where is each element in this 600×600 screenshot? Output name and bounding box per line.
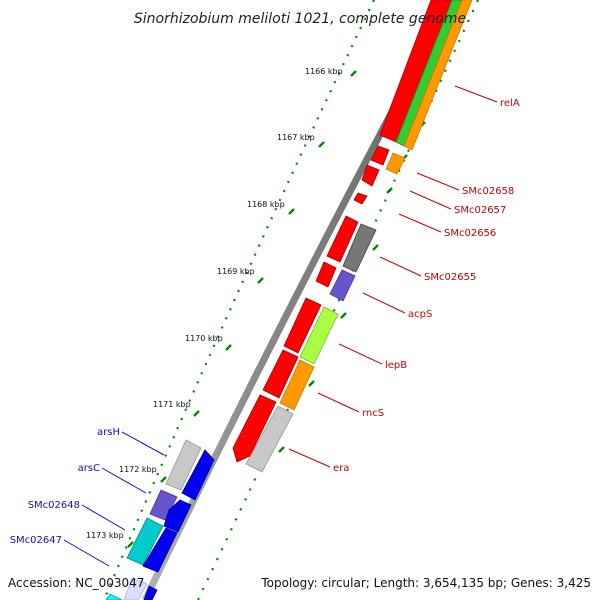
scale-ticks <box>127 70 357 548</box>
gene-rncS[interactable] <box>262 349 299 399</box>
left-gene-labels: arsH arsC SMc02648 SMc02647 <box>10 427 120 546</box>
gene-SMc02657[interactable] <box>361 164 380 187</box>
scale-labels: 1166 kbp 1167 kbp 1168 kbp 1169 kbp 1170… <box>86 67 343 540</box>
gene-SMc02658[interactable] <box>370 145 390 166</box>
reverse-genes <box>105 439 215 600</box>
gene-arsH[interactable] <box>181 449 215 501</box>
gene-rncS-orange[interactable] <box>279 359 315 411</box>
gene-era[interactable] <box>232 394 277 463</box>
scale-dotted-line <box>102 0 375 600</box>
gene-relA-orange[interactable] <box>403 0 473 151</box>
left-leader-lines <box>63 431 165 567</box>
inner-ticks <box>278 121 426 453</box>
right-leader-lines <box>288 85 498 468</box>
gene-SMc02655-dark[interactable] <box>342 223 377 273</box>
scale-label: 1169 kbp <box>217 267 255 276</box>
gene-label-arsC[interactable]: arsC <box>78 463 100 474</box>
gene-SMc02648[interactable] <box>142 527 178 573</box>
gene-lepB[interactable] <box>283 297 322 354</box>
gene-label-rncS[interactable]: rncS <box>362 408 384 419</box>
gene-SMc02647-cyan[interactable] <box>105 593 123 600</box>
gene-SMc02647[interactable] <box>143 585 158 600</box>
gene-SMc02648-cyan[interactable] <box>126 517 164 566</box>
forward-genes <box>232 0 473 473</box>
inner-dotted-line <box>197 0 479 600</box>
scale-label: 1172 kbp <box>119 465 157 474</box>
gene-label-SMc02647[interactable]: SMc02647 <box>10 535 62 546</box>
gene-arsH-gray[interactable] <box>165 439 202 491</box>
gene-label-relA[interactable]: relA <box>500 98 520 109</box>
accession-text: Accession: NC_003047 <box>8 576 144 590</box>
gene-label-arsH[interactable]: arsH <box>97 427 120 438</box>
scale-label: 1171 kbp <box>153 400 191 409</box>
gene-acpS[interactable] <box>315 261 337 288</box>
gene-SMc02656[interactable] <box>353 192 368 205</box>
gene-label-SMc02658[interactable]: SMc02658 <box>462 186 514 197</box>
map-title: Sinorhizobium meliloti 1021, complete ge… <box>134 11 466 27</box>
gene-label-lepB[interactable]: lepB <box>385 360 407 371</box>
topology-text: Topology: circular; Length: 3,654,135 bp… <box>260 576 591 590</box>
right-gene-labels: relA SMc02658 SMc02657 SMc02656 SMc02655… <box>333 98 520 474</box>
gene-SMc02647-light[interactable] <box>123 577 148 600</box>
gene-SMc02658-orange[interactable] <box>385 152 406 175</box>
gene-acpS-purple[interactable] <box>329 269 356 302</box>
scale-label: 1167 kbp <box>277 133 315 142</box>
gene-label-SMc02648[interactable]: SMc02648 <box>28 500 80 511</box>
gene-arsC[interactable] <box>163 499 192 533</box>
gene-label-acpS[interactable]: acpS <box>408 309 432 320</box>
gene-lepB-lime[interactable] <box>299 306 339 365</box>
gene-label-SMc02656[interactable]: SMc02656 <box>444 228 496 239</box>
gene-label-SMc02657[interactable]: SMc02657 <box>454 205 506 216</box>
gene-SMc02655[interactable] <box>326 215 359 263</box>
gene-arsC-purple[interactable] <box>149 489 178 521</box>
gene-label-era[interactable]: era <box>333 463 349 474</box>
scale-label: 1173 kbp <box>86 531 124 540</box>
scale-label: 1168 kbp <box>247 200 285 209</box>
gene-era-gray[interactable] <box>245 405 294 473</box>
gene-label-SMc02655[interactable]: SMc02655 <box>424 272 476 283</box>
scale-label: 1166 kbp <box>305 67 343 76</box>
scale-label: 1170 kbp <box>185 334 223 343</box>
